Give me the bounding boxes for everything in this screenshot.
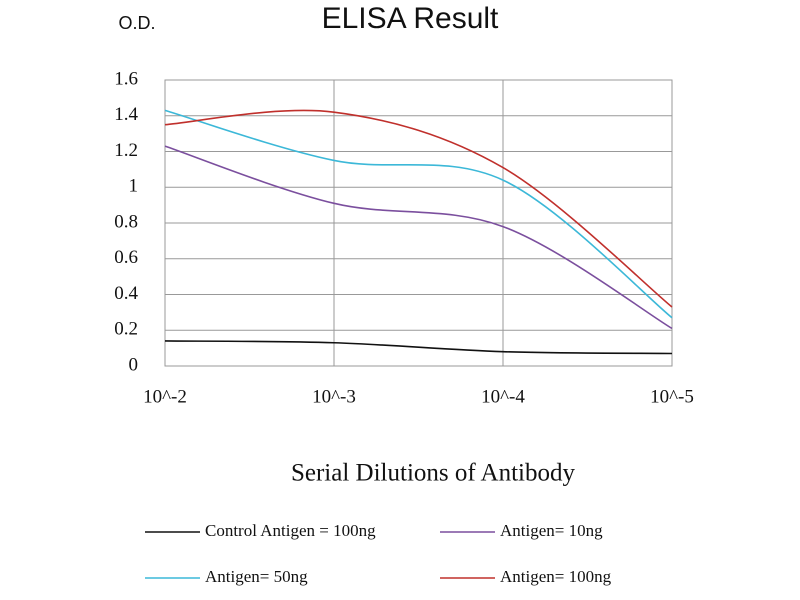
y-axis-label: O.D. [118,13,155,33]
series-line [164,340,673,355]
y-tick-label: 0.2 [114,319,138,340]
series-line [164,109,673,308]
legend-label: Antigen= 100ng [500,567,612,586]
y-tick-label: 1 [129,176,139,197]
y-tick-label: 0 [129,354,139,375]
x-tick-label: 10^-4 [481,386,525,407]
y-tick-label: 1.2 [114,140,138,161]
x-tick-label: 10^-5 [650,386,694,407]
legend-label: Antigen= 50ng [205,567,308,586]
x-tick-label: 10^-2 [143,386,187,407]
y-tick-label: 1.6 [114,68,138,89]
y-tick-label: 0.4 [114,283,138,304]
series-line [164,145,673,330]
series-line [164,109,673,319]
legend-label: Antigen= 10ng [500,521,603,540]
plot-border [164,79,673,367]
y-tick-label: 1.4 [114,104,138,125]
x-axis-label: Serial Dilutions of Antibody [291,460,576,487]
y-tick-label: 0.6 [114,247,138,268]
legend-label: Control Antigen = 100ng [205,521,376,540]
y-tick-label: 0.8 [114,211,138,232]
chart-title: ELISA Result [322,2,499,35]
x-tick-label: 10^-3 [312,386,356,407]
